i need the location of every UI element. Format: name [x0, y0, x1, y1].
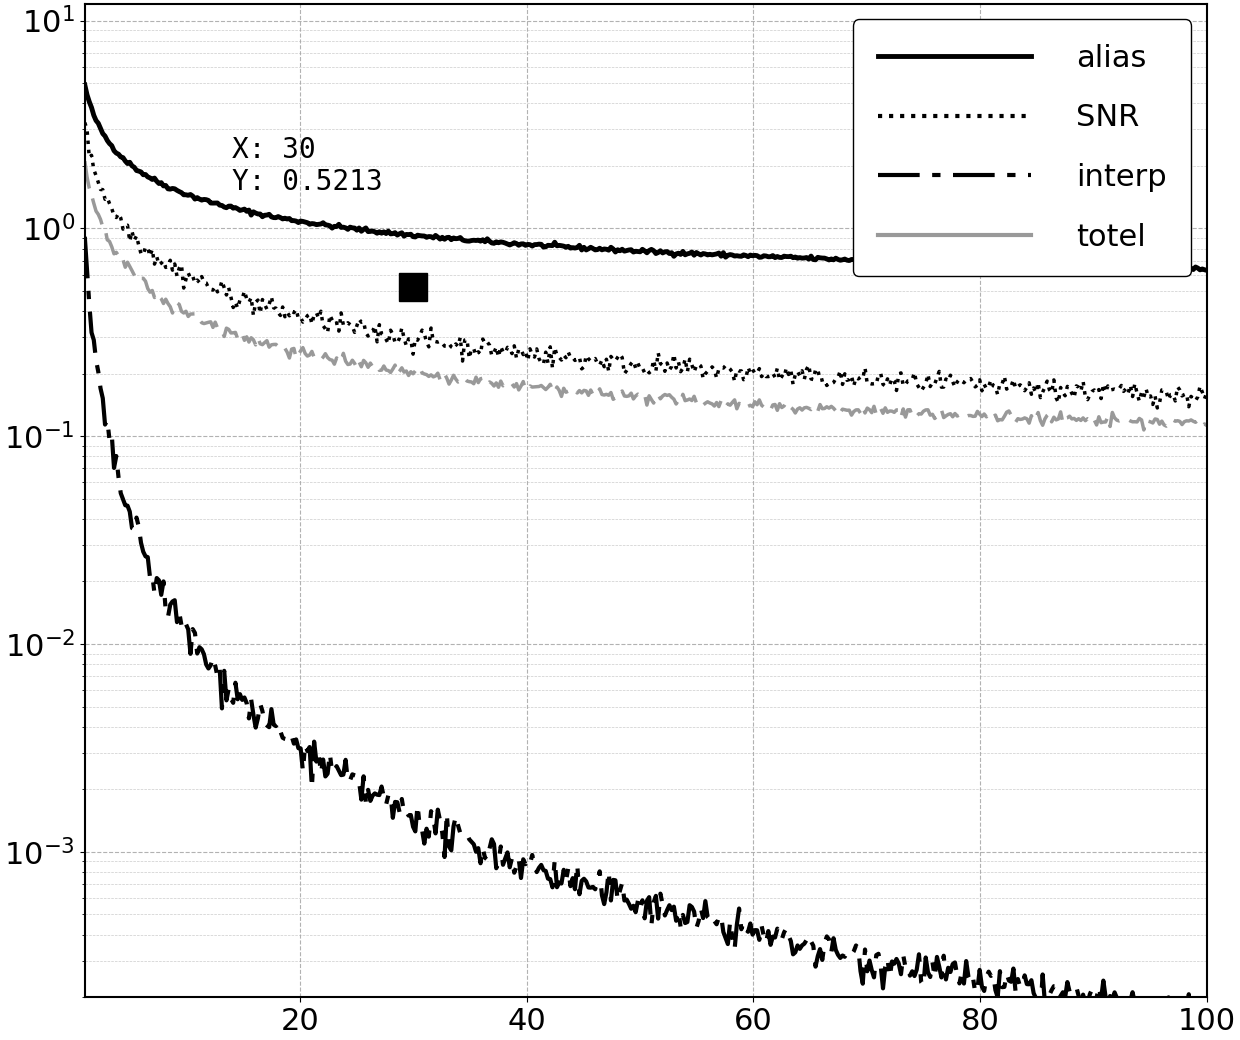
totel: [1172, 263, 1187, 276]
interp: [77, 231, 92, 243]
SNR: [1149, 401, 1164, 414]
alias: [618, 390, 632, 402]
totel: [610, 243, 625, 256]
alias: [610, 392, 625, 405]
SNR: [618, 367, 632, 380]
SNR: [610, 352, 625, 364]
SNR: [77, 116, 92, 129]
totel: [684, 245, 699, 258]
interp: [1172, 1024, 1187, 1037]
alias: [684, 394, 699, 407]
SNR: [997, 370, 1012, 383]
SNR: [1174, 390, 1189, 402]
alias: [1199, 419, 1214, 432]
SNR: [745, 363, 760, 375]
interp: [745, 929, 760, 941]
Text: X: 30
Y: 0.5213: X: 30 Y: 0.5213: [232, 135, 383, 196]
SNR: [684, 359, 699, 371]
interp: [1174, 1022, 1189, 1035]
interp: [1199, 1006, 1214, 1018]
alias: [745, 400, 760, 413]
Line: totel: totel: [84, 85, 1207, 270]
totel: [997, 258, 1012, 270]
alias: [1136, 423, 1151, 436]
Legend: alias, SNR, interp, totel: alias, SNR, interp, totel: [853, 20, 1192, 276]
totel: [745, 250, 760, 262]
interp: [997, 981, 1012, 993]
totel: [618, 244, 632, 257]
alias: [1174, 418, 1189, 431]
Line: SNR: SNR: [84, 123, 1207, 408]
Line: interp: interp: [84, 237, 1207, 1031]
totel: [1199, 264, 1214, 277]
totel: [77, 79, 92, 92]
alias: [77, 155, 92, 167]
Line: alias: alias: [84, 161, 1207, 430]
interp: [684, 901, 699, 913]
alias: [997, 410, 1012, 422]
interp: [618, 894, 632, 907]
interp: [610, 894, 625, 907]
SNR: [1199, 386, 1214, 398]
